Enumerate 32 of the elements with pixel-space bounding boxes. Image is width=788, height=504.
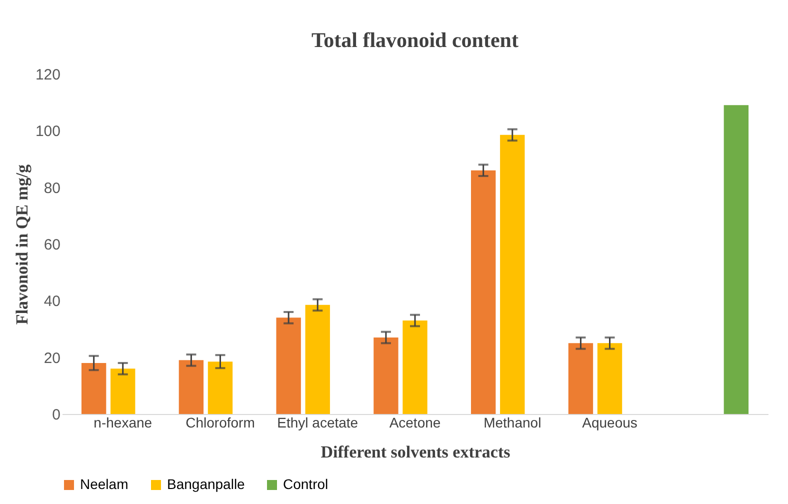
bar	[568, 343, 594, 414]
x-axis-title: Different solvents extracts	[320, 442, 511, 462]
y-tick-label: 20	[44, 350, 60, 367]
bar	[208, 362, 233, 414]
bar	[597, 343, 622, 414]
bar	[374, 338, 398, 414]
y-tick-label: 120	[35, 66, 60, 84]
chart-title: Total flavonoid content	[312, 28, 518, 52]
x-tick-label: Acetone	[389, 414, 441, 430]
legend-label: Neelam	[80, 476, 128, 492]
y-tick-label: 100	[35, 123, 60, 140]
legend-label: Control	[283, 476, 328, 492]
x-tick-label: Aqueous	[582, 414, 638, 430]
x-tick-label: n-hexane	[94, 414, 152, 430]
bar	[305, 304, 330, 414]
bar	[470, 170, 496, 414]
bar	[81, 363, 106, 414]
y-tick-label: 80	[44, 180, 60, 197]
bar	[110, 368, 136, 414]
x-tick-label: Methanol	[484, 414, 542, 430]
legend-label: Banganpalle	[167, 476, 246, 492]
bar	[276, 318, 301, 414]
x-tick-label: Ethyl acetate	[277, 414, 358, 430]
bar	[402, 320, 428, 414]
bar	[500, 134, 525, 414]
bar	[724, 105, 749, 414]
y-axis-title: Flavonoid in QE mg/g	[12, 164, 32, 325]
bar	[178, 360, 204, 414]
x-tick-label: Chloroform	[186, 414, 255, 430]
y-tick-label: 40	[44, 293, 60, 310]
y-tick-label: 0	[52, 406, 60, 424]
y-tick-label: 60	[44, 236, 60, 254]
